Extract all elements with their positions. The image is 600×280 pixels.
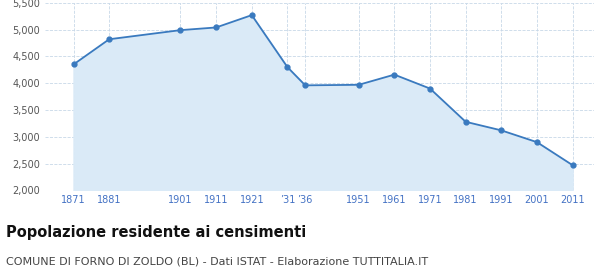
Text: Popolazione residente ai censimenti: Popolazione residente ai censimenti — [6, 225, 306, 241]
Text: COMUNE DI FORNO DI ZOLDO (BL) - Dati ISTAT - Elaborazione TUTTITALIA.IT: COMUNE DI FORNO DI ZOLDO (BL) - Dati IST… — [6, 256, 428, 266]
